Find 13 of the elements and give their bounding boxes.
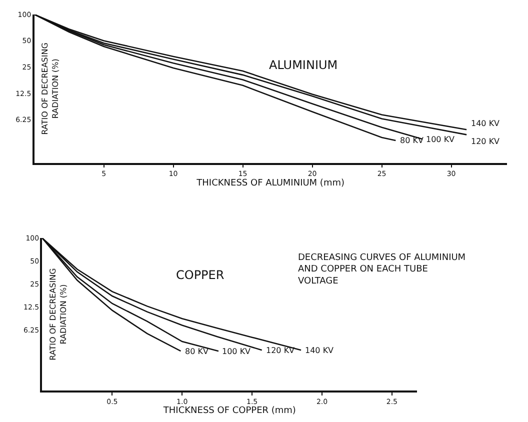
y-axis-title: RATIO OF DECREASING RADIATION (%) [48, 268, 68, 360]
series-label: 120 KV [471, 137, 500, 146]
series-label: 140 KV [471, 119, 500, 128]
series-label: 100 KV [222, 347, 252, 356]
text: ALUMINIUM [269, 58, 338, 72]
series-label: 100 KV [426, 135, 456, 144]
x-axis-title: THICKNESS OF ALUMINIUM (mm) [196, 178, 345, 188]
annotation: DECREASING CURVES OF ALUMINIUM AND COPPER ON EACH TUBE VOLTAGE [298, 253, 466, 286]
series-label: 140 KV [305, 346, 334, 355]
series-label: 80 KV [185, 347, 209, 356]
text: COPPER [176, 268, 224, 282]
y-axis-title: RATIO OF DECREASING RADIATION (%) [40, 42, 60, 135]
x-axis-title: THICKNESS OF COPPER (mm) [162, 406, 296, 416]
